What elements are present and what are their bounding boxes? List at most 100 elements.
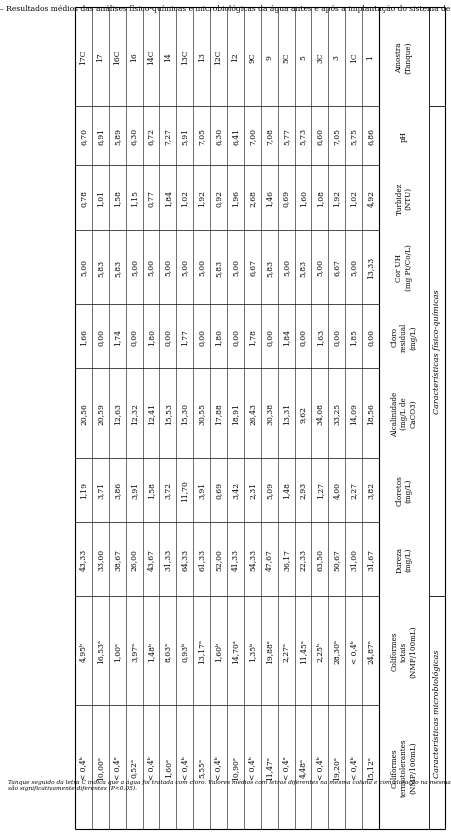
Text: 0,93ᵇ: 0,93ᵇ (181, 641, 189, 661)
Text: 12C: 12C (215, 49, 222, 65)
Text: 17,88: 17,88 (215, 403, 222, 425)
Text: 7,05: 7,05 (333, 128, 341, 145)
Text: 3: 3 (333, 55, 341, 60)
Text: Turbidez
(NTU): Turbidez (NTU) (396, 182, 413, 215)
Text: 5,83: 5,83 (97, 259, 104, 276)
Text: 1: 1 (367, 55, 375, 60)
Text: 0,00: 0,00 (97, 329, 104, 345)
Text: 2,93: 2,93 (299, 482, 307, 499)
Text: 24,87ᵃ: 24,87ᵃ (367, 639, 375, 664)
Text: 0,00: 0,00 (130, 329, 138, 345)
Text: Dureza
(mg/L): Dureza (mg/L) (396, 547, 413, 573)
Text: < 0,4ᵇ: < 0,4ᵇ (249, 755, 256, 779)
Text: 18,56: 18,56 (367, 403, 375, 425)
Text: 6,30: 6,30 (215, 128, 222, 145)
Text: 1,84: 1,84 (164, 190, 172, 206)
Text: 3,42: 3,42 (231, 482, 239, 499)
Text: 5,00: 5,00 (231, 259, 239, 276)
Text: 2,25ᵇ: 2,25ᵇ (316, 641, 324, 661)
Text: 5,83: 5,83 (215, 259, 222, 276)
Text: 0,92: 0,92 (215, 190, 222, 206)
Text: Cloretos
(mg/L): Cloretos (mg/L) (396, 475, 413, 506)
Text: 61,33: 61,33 (198, 548, 206, 570)
Text: Características físico-químicas: Características físico-químicas (433, 289, 441, 414)
Text: 5,00: 5,00 (282, 259, 290, 276)
Text: 12,32: 12,32 (130, 403, 138, 425)
Text: 0,00: 0,00 (333, 329, 341, 345)
Text: 31,33: 31,33 (164, 548, 172, 570)
Text: 33,25: 33,25 (333, 402, 341, 425)
Text: 1,08: 1,08 (316, 190, 324, 206)
Text: 1,58: 1,58 (113, 190, 121, 206)
Text: 1,77: 1,77 (181, 329, 189, 345)
Text: 1,63: 1,63 (316, 329, 324, 345)
Text: 11,45ᵃ: 11,45ᵃ (299, 639, 307, 664)
Text: 1,74: 1,74 (113, 329, 121, 345)
Text: Tanque seguido da letra C indica que a água foi tratada com cloro. Valores médio: Tanque seguido da letra C indica que a á… (8, 778, 451, 783)
Text: 3C: 3C (316, 52, 324, 63)
Text: 5,73: 5,73 (299, 128, 307, 145)
Text: 2,68: 2,68 (249, 190, 256, 206)
Text: 0,00: 0,00 (367, 329, 375, 345)
Text: 4,95ᵇ: 4,95ᵇ (79, 641, 87, 661)
Text: 33,00: 33,00 (97, 548, 104, 570)
Text: < 0,4ᵇ: < 0,4ᵇ (350, 755, 358, 779)
Text: 6,86: 6,86 (367, 128, 375, 145)
Text: 3,71: 3,71 (97, 482, 104, 499)
Text: Coliformes
termotolerantes
(NMP/100mL): Coliformes termotolerantes (NMP/100mL) (391, 738, 417, 797)
Text: 1,35ᵇ: 1,35ᵇ (249, 641, 256, 661)
Text: 12,63: 12,63 (113, 403, 121, 425)
Text: 43,33: 43,33 (79, 548, 87, 570)
Text: 9,62: 9,62 (299, 405, 307, 422)
Text: 31,00: 31,00 (350, 548, 358, 570)
Text: 1,01: 1,01 (97, 190, 104, 206)
Text: 3,97ᵃ: 3,97ᵃ (130, 641, 138, 661)
Text: 7,08: 7,08 (265, 128, 273, 145)
Text: 5,89: 5,89 (113, 128, 121, 145)
Text: 34,08: 34,08 (316, 403, 324, 425)
Text: 1,80: 1,80 (147, 329, 155, 345)
Text: 12: 12 (231, 53, 239, 63)
Text: 9: 9 (265, 55, 273, 60)
Text: 0,00: 0,00 (265, 329, 273, 345)
Text: 5,75: 5,75 (350, 128, 358, 145)
Text: Cloro
residual
(mg/L): Cloro residual (mg/L) (391, 322, 417, 352)
Text: 1,15: 1,15 (130, 190, 138, 206)
Text: 0,69: 0,69 (215, 482, 222, 499)
Text: 4,48ᵃ: 4,48ᵃ (299, 757, 307, 777)
Text: 3,91: 3,91 (198, 482, 206, 499)
Text: 15,30: 15,30 (181, 403, 189, 425)
Text: 63,50: 63,50 (316, 548, 324, 570)
Text: < 0,4ᵇ: < 0,4ᵇ (316, 755, 324, 779)
Text: 47,67: 47,67 (265, 548, 273, 570)
Text: 1C: 1C (350, 52, 358, 63)
Text: 1,02: 1,02 (181, 190, 189, 206)
Text: 5,00: 5,00 (350, 259, 358, 276)
Text: 1,92: 1,92 (198, 190, 206, 206)
Text: 10,00ᵃ: 10,00ᵃ (97, 755, 104, 780)
Text: 13,33: 13,33 (367, 257, 375, 278)
Text: < 0,4ᵇ: < 0,4ᵇ (215, 755, 222, 779)
Text: 19,20ᵃ: 19,20ᵃ (333, 755, 341, 780)
Text: 1,84: 1,84 (282, 329, 290, 345)
Text: 0,00: 0,00 (299, 329, 307, 345)
Text: Características microbiológicas: Características microbiológicas (433, 649, 441, 777)
Text: 1,19: 1,19 (79, 482, 87, 499)
Text: 4,92: 4,92 (367, 190, 375, 206)
Text: 5: 5 (299, 55, 307, 60)
Text: 3,91: 3,91 (130, 482, 138, 499)
Text: < 0,4ᵇ: < 0,4ᵇ (79, 755, 87, 779)
Text: 5,00: 5,00 (181, 259, 189, 276)
Text: 10,90ᵃ: 10,90ᵃ (231, 755, 239, 780)
Text: 5,00: 5,00 (79, 259, 87, 276)
Text: < 0,4ᵃ: < 0,4ᵃ (282, 755, 290, 779)
Text: 16: 16 (130, 53, 138, 63)
Text: 0,52ᵃ: 0,52ᵃ (130, 757, 138, 777)
Text: 1,48: 1,48 (282, 482, 290, 499)
Text: 0,00: 0,00 (198, 329, 206, 345)
Text: 2,27: 2,27 (350, 482, 358, 499)
Text: 54,33: 54,33 (249, 548, 256, 570)
Text: 1,96: 1,96 (231, 190, 239, 206)
Text: 1,27: 1,27 (316, 482, 324, 499)
Text: 1,58: 1,58 (147, 482, 155, 499)
